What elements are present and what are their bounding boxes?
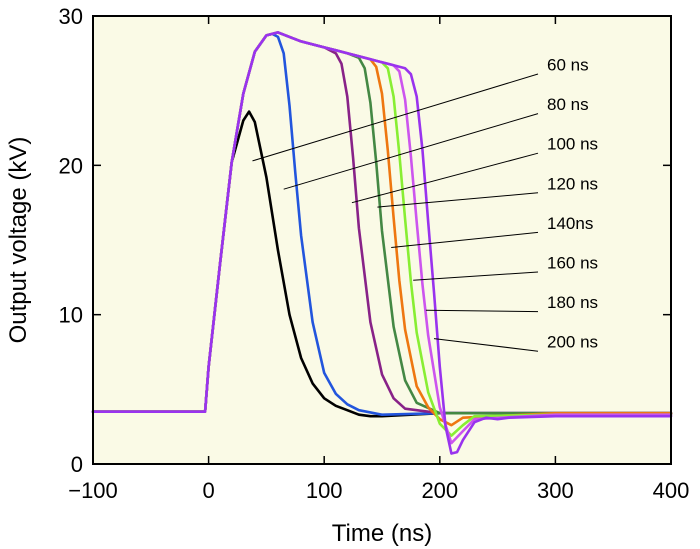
annotation-label-160-ns: 160 ns xyxy=(547,253,598,272)
annotation-layer: 60 ns 80 ns 100 ns 120 ns 140ns 160 ns 180 ns 2… xyxy=(252,55,598,352)
leader-line-180-ns xyxy=(425,309,539,313)
y-axis-title: Output voltage (kV) xyxy=(5,137,32,344)
series-layer xyxy=(91,31,673,455)
leader-line-120-ns xyxy=(377,192,539,208)
y-tick-label: 30 xyxy=(59,4,83,29)
x-axis-title: Time (ns) xyxy=(332,520,432,547)
annotation-label-100-ns: 100 ns xyxy=(547,135,598,154)
leader-line-100-ns xyxy=(351,152,539,204)
series-line-200-ns xyxy=(91,31,673,455)
annotation-label-120-ns: 120 ns xyxy=(547,174,598,193)
annotation-label-200-ns: 200 ns xyxy=(547,333,598,352)
leader-line-140ns xyxy=(391,231,539,248)
plot-frame xyxy=(92,15,672,465)
leader-line-200-ns xyxy=(433,338,539,352)
x-tick-label: 300 xyxy=(537,478,574,503)
leader-line-160-ns xyxy=(413,271,539,281)
x-tick-label: 100 xyxy=(306,478,343,503)
y-tick-label: 0 xyxy=(71,452,83,477)
x-tick-label: 400 xyxy=(653,478,690,503)
x-tick-label: −100 xyxy=(68,478,118,503)
annotation-label-180-ns: 180 ns xyxy=(547,293,598,312)
leader-line-60-ns xyxy=(252,73,539,162)
x-tick-label: 200 xyxy=(421,478,458,503)
annotation-label-140ns: 140ns xyxy=(547,214,593,233)
y-tick-label: 20 xyxy=(59,153,83,178)
annotation-label-60-ns: 60 ns xyxy=(547,55,589,74)
x-tick-label: 0 xyxy=(202,478,214,503)
y-tick-label: 10 xyxy=(59,303,83,328)
annotation-label-80-ns: 80 ns xyxy=(547,95,589,114)
leader-line-80-ns xyxy=(283,113,539,190)
